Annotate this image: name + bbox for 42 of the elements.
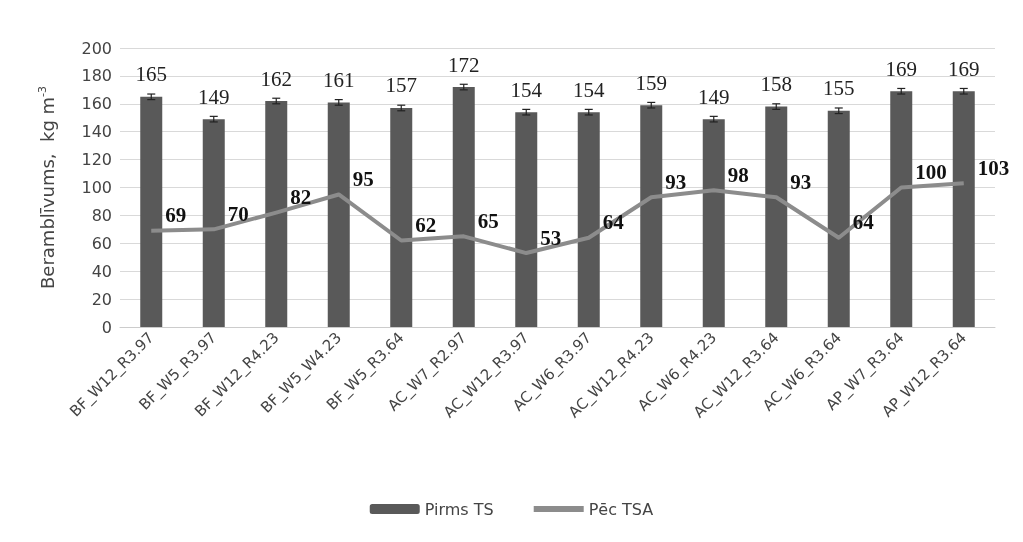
legend-label: Pirms TS [424, 499, 494, 519]
y-tick-label: 40 [91, 261, 112, 281]
y-tick-label: 140 [81, 122, 112, 142]
data-label: 157 [385, 73, 417, 98]
data-label: 93 [790, 169, 812, 194]
y-tick-label: 120 [81, 150, 112, 170]
y-tick-label: 200 [81, 38, 112, 58]
data-label: 172 [448, 52, 480, 77]
data-label: 158 [760, 72, 792, 97]
data-label: 155 [823, 76, 855, 101]
data-label: 161 [323, 67, 355, 92]
data-label: 149 [198, 84, 230, 109]
y-tick-label: 60 [91, 233, 112, 253]
data-label: 62 [415, 213, 437, 238]
y-tick-label: 0 [101, 317, 112, 337]
data-label: 93 [665, 169, 687, 194]
data-label: 149 [698, 84, 730, 109]
data-label: 64 [852, 210, 875, 235]
y-tick-label: 20 [91, 289, 112, 309]
data-label: 154 [573, 77, 605, 102]
data-label: 159 [635, 70, 667, 95]
data-label: 154 [510, 77, 543, 102]
data-label: 169 [885, 56, 917, 81]
data-label: 64 [602, 210, 625, 235]
y-tick-label: 160 [81, 94, 112, 114]
data-label: 98 [727, 162, 749, 187]
data-label: 169 [948, 56, 980, 81]
data-label: 53 [540, 225, 562, 250]
legend-label: Pēc TSA [588, 499, 654, 519]
data-label: 165 [135, 62, 167, 87]
y-tick-label: 180 [81, 66, 112, 86]
data-label: 95 [352, 166, 374, 191]
data-label: 82 [290, 185, 312, 210]
y-tick-label: 80 [91, 205, 112, 225]
data-label: 162 [260, 66, 292, 91]
data-label: 69 [165, 203, 187, 228]
data-label: 65 [477, 208, 499, 233]
y-axis-title: Beramblīvums, kg m-3 [36, 85, 58, 290]
data-label: 103 [977, 155, 1010, 180]
data-label: 100 [915, 160, 947, 184]
y-tick-label: 100 [81, 178, 112, 197]
data-label: 70 [227, 201, 249, 226]
